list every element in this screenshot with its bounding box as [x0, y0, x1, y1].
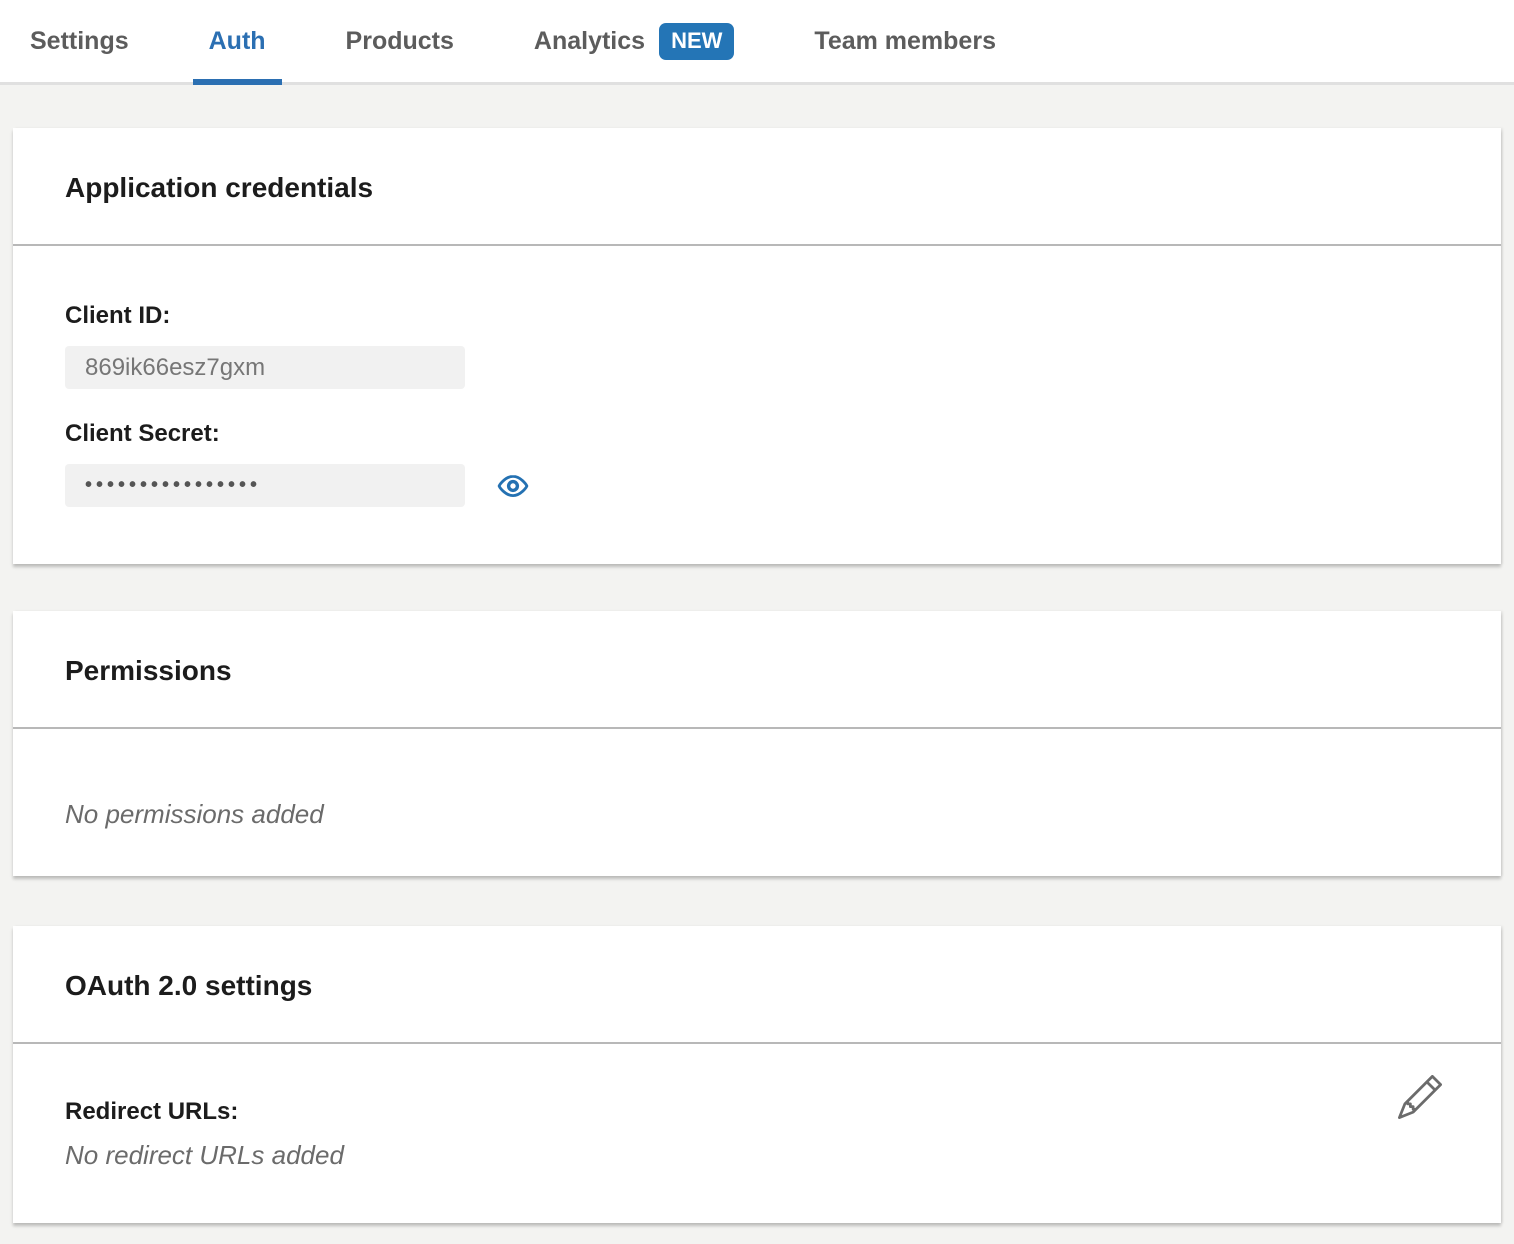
tab-team-members-label: Team members: [814, 26, 996, 55]
tab-analytics-label: Analytics: [533, 26, 646, 55]
new-badge: NEW: [659, 22, 735, 60]
oauth-settings-card: OAuth 2.0 settings Redirect URLs: No red…: [13, 926, 1501, 1223]
no-permissions-text: No permissions added: [65, 799, 324, 829]
permissions-title: Permissions: [65, 655, 232, 686]
permissions-body: No permissions added: [13, 729, 1501, 876]
tab-auth-label: Auth: [208, 26, 266, 55]
no-redirect-urls-text: No redirect URLs added: [65, 1140, 344, 1170]
application-credentials-header: Application credentials: [13, 128, 1501, 246]
application-credentials-title: Application credentials: [65, 172, 374, 203]
permissions-card: Permissions No permissions added: [13, 611, 1501, 876]
pencil-icon: [1398, 1075, 1442, 1119]
redirect-urls-label: Redirect URLs:: [65, 1098, 239, 1125]
oauth-settings-title: OAuth 2.0 settings: [65, 970, 313, 1001]
reveal-secret-button[interactable]: [495, 468, 531, 504]
oauth-settings-body: Redirect URLs: No redirect URLs added: [13, 1044, 1501, 1223]
client-secret-input[interactable]: [65, 464, 465, 507]
application-credentials-card: Application credentials Client ID: Clien…: [13, 128, 1501, 564]
tab-settings[interactable]: Settings: [30, 0, 129, 82]
client-secret-label: Client Secret:: [65, 420, 220, 447]
tab-team-members[interactable]: Team members: [814, 0, 996, 82]
client-id-input[interactable]: [65, 346, 465, 389]
application-credentials-body: Client ID: Client Secret:: [13, 246, 1501, 564]
tab-analytics[interactable]: Analytics NEW: [534, 0, 735, 82]
tab-products[interactable]: Products: [346, 0, 454, 82]
tab-auth[interactable]: Auth: [192, 0, 282, 85]
tab-settings-label: Settings: [30, 26, 129, 55]
client-id-label: Client ID:: [65, 302, 171, 329]
eye-icon: [496, 469, 530, 503]
tab-bar: Settings Auth Products Analytics NEW Tea…: [0, 0, 1514, 85]
tab-products-label: Products: [345, 26, 454, 55]
edit-redirect-urls-button[interactable]: [1397, 1074, 1443, 1120]
permissions-header: Permissions: [13, 611, 1501, 729]
oauth-settings-header: OAuth 2.0 settings: [13, 926, 1501, 1044]
